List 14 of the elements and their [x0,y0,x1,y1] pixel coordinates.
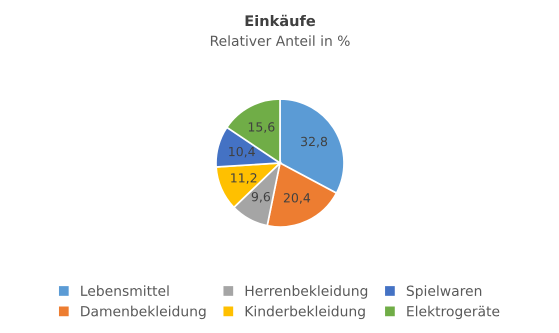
legend-label: Kinderbekleidung [246,306,365,320]
chart-subtitle: Relativer Anteil in % [210,35,350,46]
legend-label: Damenbekleidung [81,306,206,320]
data-label: 32,8 [301,136,328,148]
data-label: 9,6 [252,192,270,203]
legend-label: Elektrogeräte [407,306,500,320]
data-label: 11,2 [231,173,256,184]
data-label: 15,6 [248,122,274,133]
legend-label: Lebensmittel [81,285,169,296]
data-label: 10,4 [229,146,255,158]
chart-title: Einkäufe [246,14,316,26]
legend-label: Spielwaren [406,285,482,299]
legend-label: Herrenbekleidung [246,285,368,299]
data-label: 20,4 [284,193,310,204]
